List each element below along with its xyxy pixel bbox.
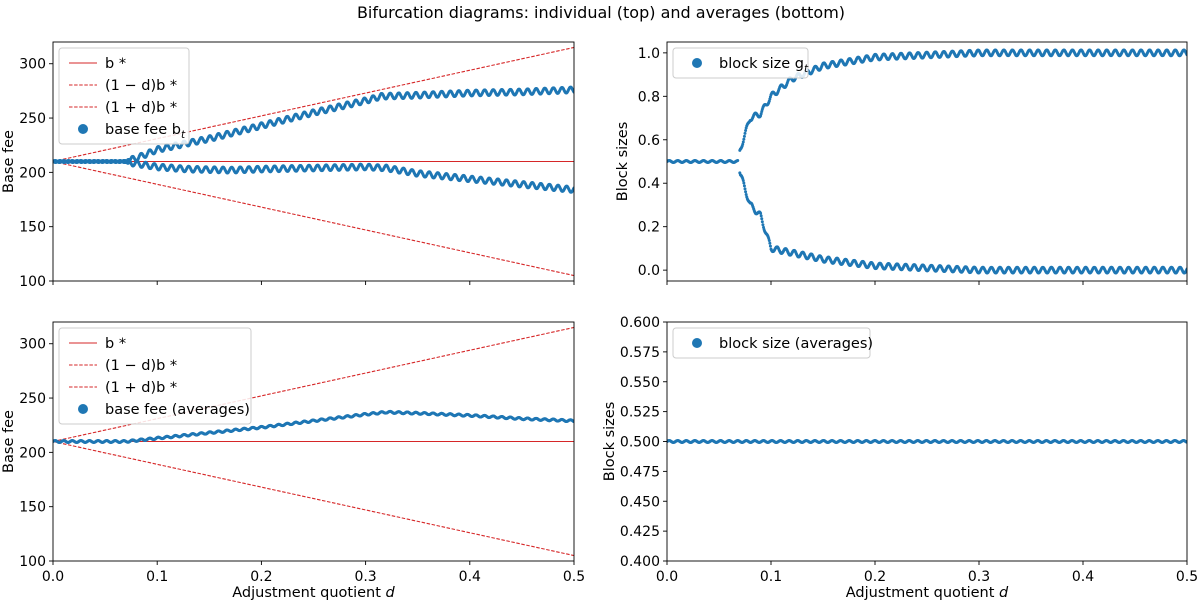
reference-line-lower xyxy=(53,442,574,556)
chart-top-right: 0.0 0.2 0.4 0.6 0.8 1.0 Block sizes block size … xyxy=(615,42,1189,285)
legend: b * (1 − d)b * (1 + d)b * base fee (average… xyxy=(59,328,251,424)
y-tick-label: 0.0 xyxy=(638,263,660,279)
data-point xyxy=(742,182,745,185)
scatter-series-0 xyxy=(666,49,1189,275)
data-point xyxy=(736,159,739,162)
y-axis-label: Base fee xyxy=(1,410,17,473)
data-point xyxy=(761,223,764,226)
x-tick-label: 0.3 xyxy=(354,569,376,585)
y-tick-label: 0.6 xyxy=(638,133,660,149)
x-tick-label: 0.4 xyxy=(459,569,481,585)
legend: b *(1 − d)b *(1 + d)b *base fee bt xyxy=(59,48,189,144)
y-axis-label: Base fee xyxy=(1,130,17,193)
data-point xyxy=(760,214,763,217)
y-tick-label: 0.8 xyxy=(638,89,660,105)
legend-label-b*: b * xyxy=(105,56,126,72)
legend-marker-block size g_t xyxy=(692,58,702,68)
x-tick-label: 0.0 xyxy=(42,569,64,585)
data-point xyxy=(744,190,747,193)
y-tick-label: 1.0 xyxy=(638,46,660,62)
plot-area xyxy=(666,439,1189,444)
data-point xyxy=(761,220,764,223)
x-tick-label: 0.5 xyxy=(563,569,585,585)
y-tick-label: 100 xyxy=(19,274,46,290)
y-axis-label: Block sizes xyxy=(615,122,631,202)
legend-label-upper: (1 + d)b * xyxy=(105,100,177,116)
legend-label-b*: b * xyxy=(105,336,126,352)
data-point xyxy=(760,217,763,220)
data-point xyxy=(742,141,745,144)
y-tick-label: 250 xyxy=(19,391,46,407)
y-tick-label: 100 xyxy=(19,554,46,570)
x-tick-label: 0.2 xyxy=(250,569,272,585)
y-tick-label: 0.4 xyxy=(638,176,660,192)
legend-label-upper: (1 + d)b * xyxy=(105,380,177,396)
y-tick-label: 200 xyxy=(19,165,46,181)
data-point xyxy=(768,242,771,245)
data-point xyxy=(744,187,747,190)
data-point xyxy=(768,239,771,242)
legend-marker-base fee (averages) xyxy=(78,404,88,414)
data-point xyxy=(743,135,746,138)
y-tick-label: 300 xyxy=(19,337,46,353)
data-point xyxy=(742,138,745,141)
y-tick-label: 300 xyxy=(19,57,46,73)
data-point xyxy=(744,132,747,135)
chart-top-left: 100 150 200 250 300 Base fee b * (1 − d)b * (1 +… xyxy=(1,42,576,290)
scatter-series-0 xyxy=(666,439,1189,444)
legend-label-lower: (1 − d)b * xyxy=(105,78,177,94)
chart-bottom-left: 0.0 0.1 0.2 0.3 0.4 0.5 100 150 200 250 300 Adjustm… xyxy=(1,322,585,601)
y-tick-label: 250 xyxy=(19,111,46,127)
data-point xyxy=(769,245,772,248)
x-axis-label: Adjustment quotient d xyxy=(232,585,395,601)
y-tick-label: 150 xyxy=(19,220,46,236)
data-point xyxy=(743,184,746,187)
data-point xyxy=(759,212,762,215)
y-tick-label: 200 xyxy=(19,445,46,461)
legend-marker-base fee b_t xyxy=(78,124,88,134)
legend-label-lower: (1 − d)b * xyxy=(105,358,177,374)
y-tick-label: 0.2 xyxy=(638,220,660,236)
legend: block size gt xyxy=(673,48,809,78)
plot-area xyxy=(666,49,1189,275)
x-tick-label: 0.1 xyxy=(146,569,168,585)
legend-label-base fee (averages): base fee (averages) xyxy=(105,402,250,418)
figure-title: Bifurcation diagrams: individual (top) a… xyxy=(357,3,845,22)
y-tick-label: 150 xyxy=(19,500,46,516)
